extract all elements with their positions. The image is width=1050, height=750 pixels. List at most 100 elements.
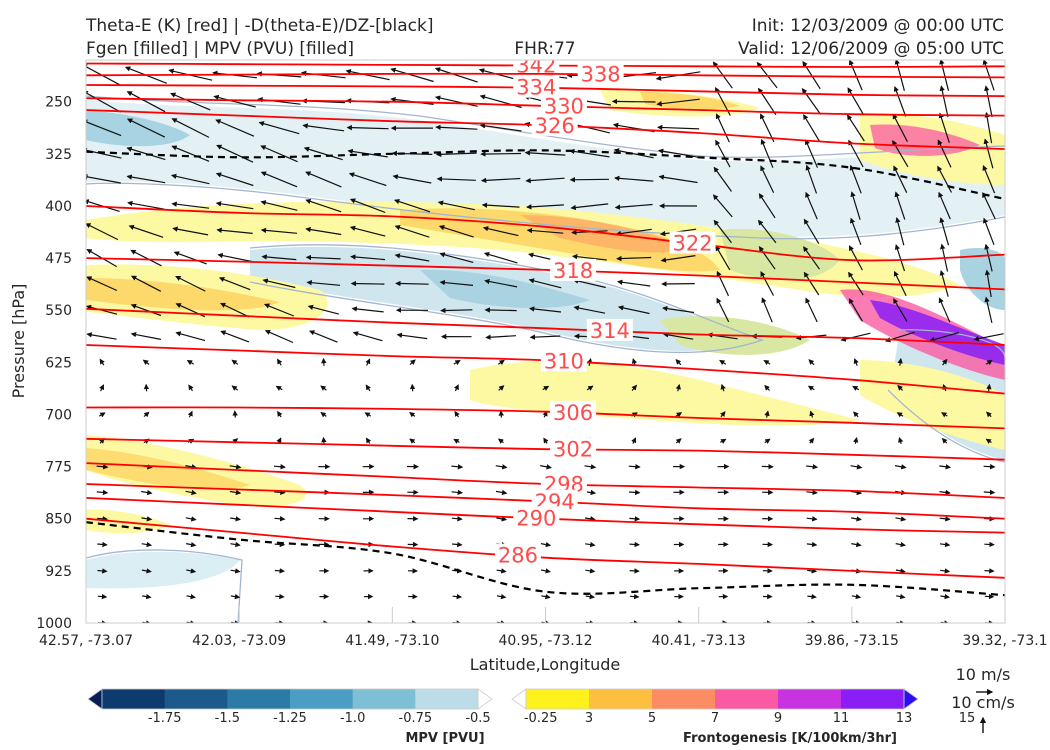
fgen-fill-orange-lower [86, 448, 250, 490]
wind-vector [232, 410, 238, 418]
wind-vector [720, 438, 727, 444]
theta-e-contour-line [86, 205, 1005, 262]
wind-vector [439, 279, 474, 286]
wind-vector [540, 541, 552, 548]
wind-vector [938, 297, 951, 323]
wind-vector [850, 191, 861, 220]
theta-e-label-bg [540, 349, 587, 372]
wind-vector [128, 224, 164, 238]
wind-vector [757, 219, 777, 244]
theta-e-contour-label: 338 [581, 62, 621, 86]
wind-vector [305, 226, 342, 236]
wind-vector [481, 202, 520, 208]
wind-vector [895, 516, 907, 522]
wind-vector [983, 217, 995, 246]
mpv-colorbar-label: MPV [PVU] [405, 731, 484, 746]
wind-vector [171, 145, 210, 162]
colorbar-swatch [841, 689, 905, 709]
colorbar-swatch [415, 689, 479, 709]
wind-vector [185, 489, 197, 496]
wind-vector [186, 620, 196, 623]
wind-vector [629, 516, 641, 522]
wind-vector [938, 112, 950, 143]
title-valid-time: Valid: 12/06/2009 @ 05:00 UTC [738, 39, 1004, 59]
theta-e-contour-line [86, 307, 1005, 346]
wind-vector [231, 385, 239, 391]
theta-e-label-bg [586, 318, 633, 341]
wind-vector [528, 306, 562, 313]
theta-e-label-bg [540, 472, 587, 495]
wind-vector [662, 305, 695, 314]
wind-vector [263, 303, 295, 317]
wind-vector [893, 165, 908, 193]
wind-vector [941, 358, 948, 366]
theta-e-contour-label: 302 [553, 437, 593, 461]
wind-vector [940, 568, 951, 574]
theta-e-label-bg [513, 75, 560, 98]
theta-e-contour-label: 310 [544, 349, 584, 373]
colorbar-swatch [526, 689, 590, 709]
theta-e-contour-label: 318 [553, 259, 593, 283]
wind-vector [939, 85, 949, 118]
wind-vector [351, 306, 384, 313]
wind-vector [585, 568, 596, 574]
fgen-colorbar: 3 5 7 9 11 13 15 [511, 688, 976, 726]
wind-vector [808, 359, 815, 366]
wind-vector [141, 489, 153, 496]
wind-vector [495, 489, 508, 496]
wind-vector [126, 118, 166, 138]
wind-vector [628, 463, 641, 470]
wind-vector [848, 298, 864, 322]
y-tick-label: 400 [45, 199, 72, 215]
wind-vector [496, 568, 507, 574]
wind-vector [434, 95, 478, 107]
wind-vector [939, 60, 950, 91]
wind-vector [97, 568, 108, 574]
wind-vector [321, 357, 327, 366]
wind-vector [982, 165, 996, 194]
wind-vector [526, 204, 564, 210]
wind-vector [985, 359, 993, 366]
wind-vector [939, 541, 951, 548]
colorbar-swatch [227, 689, 291, 709]
wind-vector [434, 67, 478, 83]
wind-vector [86, 90, 121, 113]
wind-vector [529, 334, 561, 340]
x-tick-label: 40.95, -73.12 [498, 633, 592, 649]
wind-vector [807, 385, 815, 391]
wind-vector [86, 276, 118, 292]
wind-vector [713, 166, 732, 192]
colorbar-swatch [102, 689, 166, 709]
wind-vector [173, 251, 207, 265]
wind-vector [453, 438, 460, 444]
wind-vector [275, 593, 285, 600]
wind-vector [346, 124, 389, 131]
colorbar-swatch [352, 689, 416, 709]
wind-vector [435, 151, 477, 158]
wind-vector [390, 67, 434, 83]
wind-vector [436, 176, 476, 182]
wind-vector [215, 119, 255, 137]
wind-vector [985, 438, 992, 444]
wind-vector [806, 464, 819, 470]
wind-vector [573, 305, 606, 314]
wind-vector [274, 541, 286, 548]
colorbar-tick-label: -0.5 [465, 711, 490, 726]
colorbar-extend-left [87, 688, 103, 710]
wind-vector [305, 171, 342, 188]
wind-vector [986, 383, 992, 392]
quiver-key-vertical-label: 10 cm/s [951, 693, 1015, 712]
wind-vector [261, 254, 297, 261]
wind-vector [540, 568, 551, 574]
wind-vector [396, 332, 428, 340]
wind-vector [939, 217, 950, 246]
wind-vector [851, 541, 862, 548]
mpv-colorbar: -1.75 -1.5 -1.25 -1.0 -0.75 -0.5 -0.25 [87, 688, 557, 726]
colorbar-tick-label: 15 [959, 711, 976, 726]
wind-vector [805, 191, 818, 220]
wind-vector [848, 139, 864, 168]
colorbar-swatch [589, 689, 653, 709]
wind-vector [763, 360, 771, 366]
colorbar-tick-label: 9 [774, 711, 782, 726]
wind-vector [982, 60, 995, 91]
